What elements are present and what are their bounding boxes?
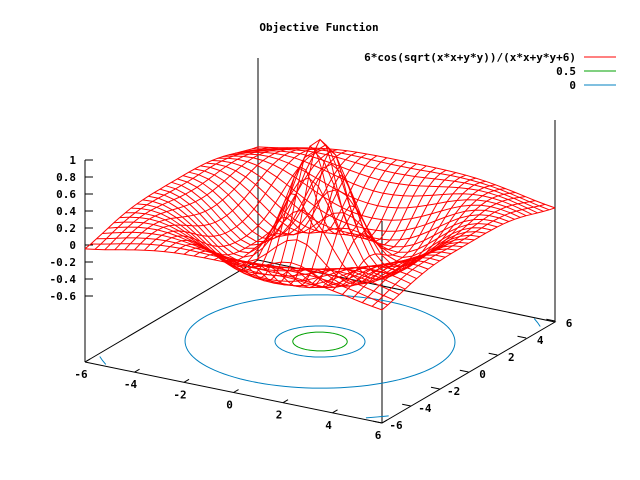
y-tick-label: -6 bbox=[389, 419, 403, 432]
x-tick-mark bbox=[233, 389, 239, 393]
surface-line-x bbox=[114, 147, 288, 251]
surface-line-y bbox=[177, 144, 475, 271]
contour-line bbox=[99, 356, 107, 365]
y-tick-label: 4 bbox=[537, 334, 544, 347]
x-axis-ticks: -6 -4 -2 0 2 4 6 bbox=[74, 358, 388, 442]
y-tick-mark bbox=[459, 369, 469, 373]
surface-line-x bbox=[183, 151, 358, 268]
x-tick-mark bbox=[84, 358, 91, 363]
surface-line-x bbox=[381, 207, 556, 311]
y-tick-mark bbox=[402, 403, 411, 407]
surface-line-x bbox=[144, 147, 318, 251]
y-tick-mark bbox=[517, 335, 527, 339]
y-axis-ticks: -6 -4 -2 0 2 4 6 bbox=[373, 317, 573, 432]
surface-line-x bbox=[213, 157, 387, 280]
z-axis: 1 0.8 0.6 0.4 0.2 0 -0.2 -0.4 -0.6 bbox=[50, 154, 93, 362]
x-tick-label: -4 bbox=[124, 378, 138, 391]
surface-line-y bbox=[200, 165, 498, 253]
x-tick-label: 2 bbox=[276, 409, 283, 422]
z-tick-label: 0 bbox=[69, 239, 76, 252]
y-tick-label: -2 bbox=[447, 385, 460, 398]
surface-line-x bbox=[342, 192, 516, 295]
surface-line-y bbox=[234, 151, 533, 215]
contour-line bbox=[365, 415, 389, 419]
legend-label-contour-0: 0 bbox=[569, 79, 576, 92]
x-tick-mark bbox=[282, 399, 289, 404]
surface-line-x bbox=[243, 149, 417, 286]
surface-line-x bbox=[292, 174, 467, 287]
surface-line-x bbox=[351, 196, 526, 299]
surface-line-x bbox=[272, 169, 447, 289]
x-tick-mark bbox=[134, 368, 140, 373]
y-tick-mark bbox=[430, 386, 440, 390]
y-tick-label: 0 bbox=[479, 368, 486, 381]
y-tick-label: -4 bbox=[418, 402, 432, 415]
z-tick-label: 0.6 bbox=[56, 188, 76, 201]
surface-line-x bbox=[94, 146, 269, 250]
base-plane-border bbox=[84, 259, 557, 424]
z-tick-label: 0.8 bbox=[56, 171, 76, 184]
surface-line-x bbox=[203, 155, 378, 276]
surface-line-x bbox=[163, 149, 338, 256]
surface-line-x bbox=[332, 188, 506, 291]
z-tick-label: -0.2 bbox=[50, 256, 77, 269]
z-tick-label: 0.2 bbox=[56, 222, 76, 235]
contour-line bbox=[292, 331, 348, 352]
z-tick-label: 0.4 bbox=[56, 205, 76, 218]
surface-line-x bbox=[262, 167, 437, 289]
chart-title: Objective Function bbox=[259, 21, 378, 34]
surface-line-x bbox=[193, 153, 368, 272]
surface-line-x bbox=[233, 138, 407, 284]
z-tick-label: 1 bbox=[69, 154, 76, 167]
surface-line-x bbox=[84, 146, 259, 250]
y-tick-mark bbox=[488, 352, 498, 356]
contour-lines bbox=[99, 264, 541, 419]
surface-line-x bbox=[104, 147, 278, 251]
surface-line-x bbox=[371, 203, 546, 307]
contour-line bbox=[533, 318, 541, 327]
y-tick-mark bbox=[546, 318, 556, 322]
x-tick-mark bbox=[381, 419, 388, 424]
surface-line-x bbox=[253, 165, 427, 288]
surface-line-x bbox=[312, 180, 486, 284]
legend: 6*cos(sqrt(x*x+y*y))/(x*x+y*y+6) 0.5 0 bbox=[364, 51, 616, 92]
x-tick-label: 0 bbox=[226, 399, 233, 412]
surface-line-x bbox=[173, 150, 348, 263]
x-tick-mark bbox=[332, 409, 338, 414]
surface-line-x bbox=[223, 145, 397, 282]
y-tick-mark bbox=[373, 420, 383, 424]
surface-line-x bbox=[124, 147, 298, 251]
surface-line-x bbox=[153, 148, 328, 252]
y-tick-label: 2 bbox=[508, 351, 515, 364]
x-tick-mark bbox=[183, 378, 190, 383]
z-tick-label: -0.4 bbox=[50, 273, 77, 286]
x-tick-label: -6 bbox=[74, 368, 88, 381]
z-tick-label: -0.6 bbox=[50, 290, 77, 303]
surface-mesh bbox=[84, 138, 556, 311]
legend-label-contour-0-5: 0.5 bbox=[556, 65, 576, 78]
x-tick-label: -2 bbox=[173, 388, 186, 401]
contour-line bbox=[184, 294, 456, 389]
contour-line bbox=[274, 325, 366, 358]
surface-line-x bbox=[322, 184, 496, 288]
x-tick-label: 6 bbox=[375, 429, 382, 442]
surface-line-x bbox=[134, 147, 308, 251]
legend-label-function: 6*cos(sqrt(x*x+y*y))/(x*x+y*y+6) bbox=[364, 51, 576, 64]
y-tick-label: 6 bbox=[566, 317, 573, 330]
surface-line-x bbox=[361, 200, 536, 303]
x-tick-label: 4 bbox=[325, 419, 332, 432]
